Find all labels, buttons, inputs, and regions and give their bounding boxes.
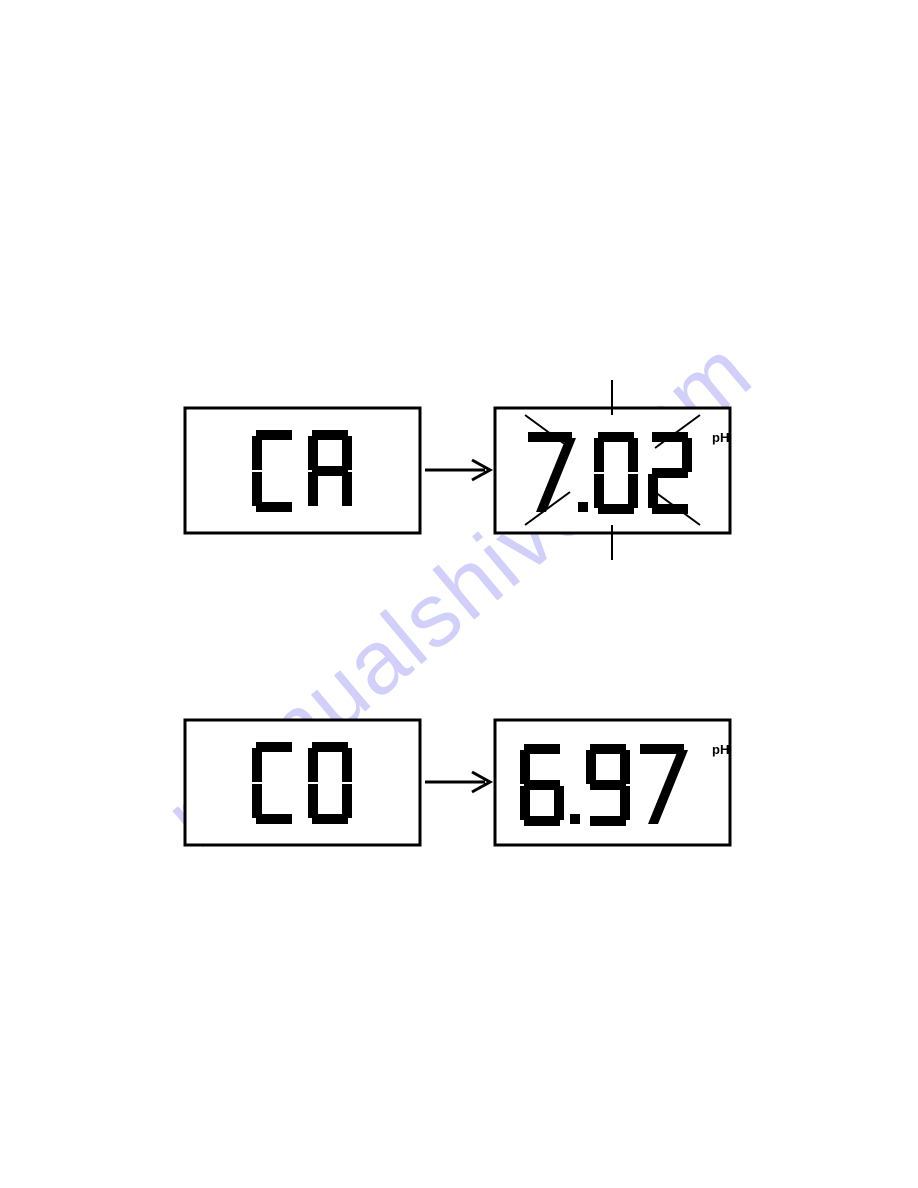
row2-right-box: pH	[495, 720, 730, 845]
row1-unit-label: pH	[712, 430, 729, 445]
row2-arrow	[425, 772, 490, 792]
row2-unit-label: pH	[712, 742, 729, 757]
row1-left-box	[185, 408, 420, 533]
row2-left-box	[185, 720, 420, 845]
row1-right-box: pH	[495, 380, 730, 560]
row1-arrow	[425, 460, 490, 480]
diagram-svg: pH	[0, 0, 918, 1188]
